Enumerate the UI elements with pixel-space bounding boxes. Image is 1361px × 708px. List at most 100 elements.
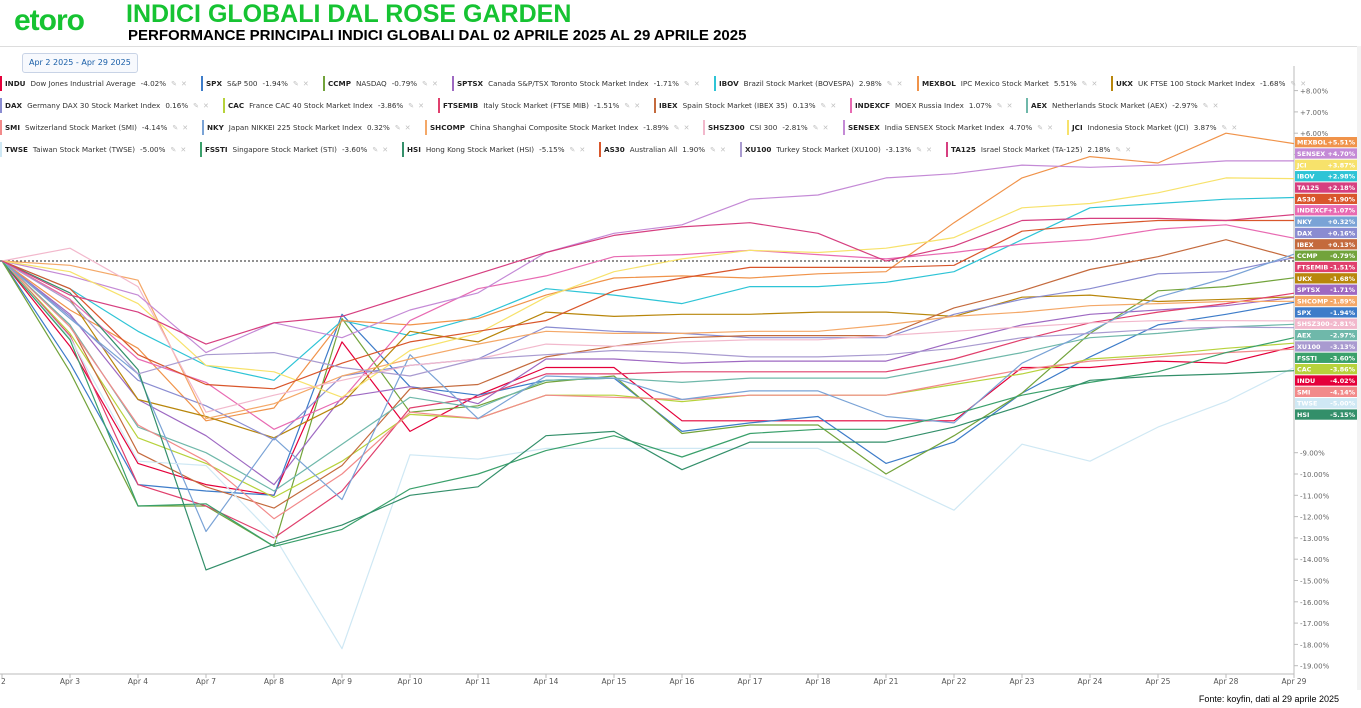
legend-value: -3.60% <box>341 145 368 154</box>
legend-item-fssti[interactable]: FSSTI Singapore Stock Market (STI) -3.60% ✎… <box>200 142 393 157</box>
close-icon[interactable]: ✕ <box>1300 79 1307 88</box>
scrollbar-track[interactable] <box>1357 46 1361 690</box>
close-icon[interactable]: ✕ <box>404 123 411 132</box>
y-tick-label: -17.00% <box>1300 620 1330 628</box>
close-icon[interactable]: ✕ <box>302 79 309 88</box>
header-banner: etoro INDICI GLOBALI DAL ROSE GARDEN PER… <box>0 0 1361 46</box>
legend-item-indexcf[interactable]: INDEXCF MOEX Russia Index 1.07% ✎ ✕ <box>850 98 1017 113</box>
pencil-icon[interactable]: ✎ <box>408 101 415 110</box>
close-icon[interactable]: ✕ <box>1231 123 1238 132</box>
pencil-icon[interactable]: ✎ <box>684 79 690 88</box>
pencil-icon[interactable]: ✎ <box>1115 145 1122 154</box>
legend-item-twse[interactable]: TWSE Taiwan Stock Market (TWSE) -5.00% ✎ ✕ <box>0 142 191 157</box>
legend-row: TWSE Taiwan Stock Market (TWSE) -5.00% ✎ ✕ FS… <box>0 139 1300 161</box>
close-icon[interactable]: ✕ <box>720 145 726 154</box>
legend-item-xu100[interactable]: XU100 Turkey Stock Market (XU100) -3.13% ✎ ✕ <box>740 142 936 157</box>
legend-item-spx[interactable]: SPX S&P 500 -1.94% ✎ ✕ <box>201 76 313 91</box>
value-label-bg <box>1295 398 1357 409</box>
close-icon[interactable]: ✕ <box>432 79 438 88</box>
pencil-icon[interactable]: ✎ <box>394 123 401 132</box>
pencil-icon[interactable]: ✎ <box>1081 79 1088 88</box>
pencil-icon[interactable]: ✎ <box>916 145 923 154</box>
legend-item-sptsx[interactable]: SPTSX Canada S&P/TSX Toronto Stock Market… <box>452 76 704 91</box>
legend-color-swatch <box>425 120 427 135</box>
close-icon[interactable]: ✕ <box>683 123 690 132</box>
value-label-bg <box>1295 148 1357 159</box>
date-range-button[interactable]: Apr 2 2025 - Apr 29 2025 <box>22 53 138 73</box>
legend-color-swatch <box>0 76 2 91</box>
value-label-value: -3.60% <box>1330 354 1355 362</box>
pencil-icon[interactable]: ✎ <box>812 123 819 132</box>
close-icon[interactable]: ✕ <box>1006 101 1013 110</box>
pencil-icon[interactable]: ✎ <box>1221 123 1228 132</box>
legend-item-sensex[interactable]: SENSEX India SENSEX Stock Market Index 4.7… <box>843 120 1057 135</box>
close-icon[interactable]: ✕ <box>1047 123 1053 132</box>
pencil-icon[interactable]: ✎ <box>292 79 299 88</box>
pencil-icon[interactable]: ✎ <box>170 145 177 154</box>
close-icon[interactable]: ✕ <box>926 145 932 154</box>
legend-item-cac[interactable]: CAC France CAC 40 Stock Market Index -3.86… <box>223 98 428 113</box>
legend-item-as30[interactable]: AS30 Australian All 1.90% ✎ ✕ <box>599 142 730 157</box>
legend-item-ta125[interactable]: TA125 Israel Stock Market (TA-125) 2.18% ✎ ✕ <box>946 142 1136 157</box>
close-icon[interactable]: ✕ <box>830 101 837 110</box>
pencil-icon[interactable]: ✎ <box>624 101 631 110</box>
close-icon[interactable]: ✕ <box>822 123 829 132</box>
legend-item-ukx[interactable]: UKX UK FTSE 100 Stock Market Index -1.68% ✎… <box>1111 76 1311 91</box>
pencil-icon[interactable]: ✎ <box>1290 79 1297 88</box>
close-icon[interactable]: ✕ <box>1125 145 1132 154</box>
close-icon[interactable]: ✕ <box>693 79 700 88</box>
close-icon[interactable]: ✕ <box>634 101 641 110</box>
close-icon[interactable]: ✕ <box>180 145 187 154</box>
value-label-ticker: AS30 <box>1297 195 1316 203</box>
legend-item-jci[interactable]: JCI Indonesia Stock Market (JCI) 3.87% ✎ ✕ <box>1067 120 1242 135</box>
legend-item-ibex[interactable]: IBEX Spain Stock Market (IBEX 35) 0.13% ✎ ✕ <box>654 98 841 113</box>
legend-item-dax[interactable]: DAX Germany DAX 30 Stock Market Index 0.16… <box>0 98 213 113</box>
legend-item-aex[interactable]: AEX Netherlands Stock Market (AEX) -2.97% ✎… <box>1026 98 1223 113</box>
value-label-value: -5.15% <box>1330 411 1355 419</box>
close-icon[interactable]: ✕ <box>896 79 903 88</box>
close-icon[interactable]: ✕ <box>203 101 209 110</box>
legend-ticker: SMI <box>5 123 21 132</box>
x-tick-label: Apr 23 <box>1010 677 1035 686</box>
legend-item-ccmp[interactable]: CCMP NASDAQ -0.79% ✎ ✕ <box>323 76 442 91</box>
pencil-icon[interactable]: ✎ <box>1037 123 1044 132</box>
legend-ticker: SENSEX <box>848 123 880 132</box>
series-line-indu <box>1 260 1295 496</box>
value-label-value: +5.51% <box>1327 139 1355 147</box>
pencil-icon[interactable]: ✎ <box>171 79 177 88</box>
close-icon[interactable]: ✕ <box>1212 101 1219 110</box>
pencil-icon[interactable]: ✎ <box>1202 101 1209 110</box>
pencil-icon[interactable]: ✎ <box>372 145 379 154</box>
close-icon[interactable]: ✕ <box>1091 79 1098 88</box>
x-tick-label: Apr 4 <box>128 677 148 686</box>
legend-item-indu[interactable]: INDU Dow Jones Industrial Average -4.02% ✎ ✕ <box>0 76 191 91</box>
pencil-icon[interactable]: ✎ <box>172 123 179 132</box>
legend-item-shcomp[interactable]: SHCOMP China Shanghai Composite Stock Mar… <box>425 120 694 135</box>
pencil-icon[interactable]: ✎ <box>820 101 827 110</box>
pencil-icon[interactable]: ✎ <box>569 145 576 154</box>
pencil-icon[interactable]: ✎ <box>996 101 1003 110</box>
legend-item-smi[interactable]: SMI Switzerland Stock Market (SMI) -4.14% ✎… <box>0 120 193 135</box>
pencil-icon[interactable]: ✎ <box>193 101 200 110</box>
value-label-ticker: XU100 <box>1297 343 1321 351</box>
legend-item-shsz300[interactable]: SHSZ300 CSI 300 -2.81% ✎ ✕ <box>703 120 833 135</box>
close-icon[interactable]: ✕ <box>579 145 586 154</box>
pencil-icon[interactable]: ✎ <box>422 79 429 88</box>
value-label-ticker: SENSEX <box>1297 150 1325 158</box>
close-icon[interactable]: ✕ <box>418 101 424 110</box>
legend-item-nky[interactable]: NKY Japan NIKKEI 225 Stock Market Index 0.… <box>202 120 415 135</box>
etoro-logo: etoro <box>14 4 85 37</box>
legend-item-ftsemib[interactable]: FTSEMIB Italy Stock Market (FTSE MIB) -1.5… <box>438 98 645 113</box>
pencil-icon[interactable]: ✎ <box>886 79 893 88</box>
legend-item-hsi[interactable]: HSI Hong Kong Stock Market (HSI) -5.15% ✎ ✕ <box>402 142 590 157</box>
pencil-icon[interactable]: ✎ <box>673 123 680 132</box>
legend-value: -1.71% <box>653 79 680 88</box>
y-tick-label: +7.00% <box>1300 109 1328 117</box>
series-line-mexbol <box>1 132 1295 422</box>
close-icon[interactable]: ✕ <box>382 145 389 154</box>
close-icon[interactable]: ✕ <box>180 79 187 88</box>
legend-item-mexbol[interactable]: MEXBOL IPC Mexico Stock Market 5.51% ✎ ✕ <box>917 76 1102 91</box>
pencil-icon[interactable]: ✎ <box>710 145 717 154</box>
close-icon[interactable]: ✕ <box>182 123 189 132</box>
legend-item-ibov[interactable]: IBOV Brazil Stock Market (BOVESPA) 2.98% ✎ ✕ <box>714 76 907 91</box>
